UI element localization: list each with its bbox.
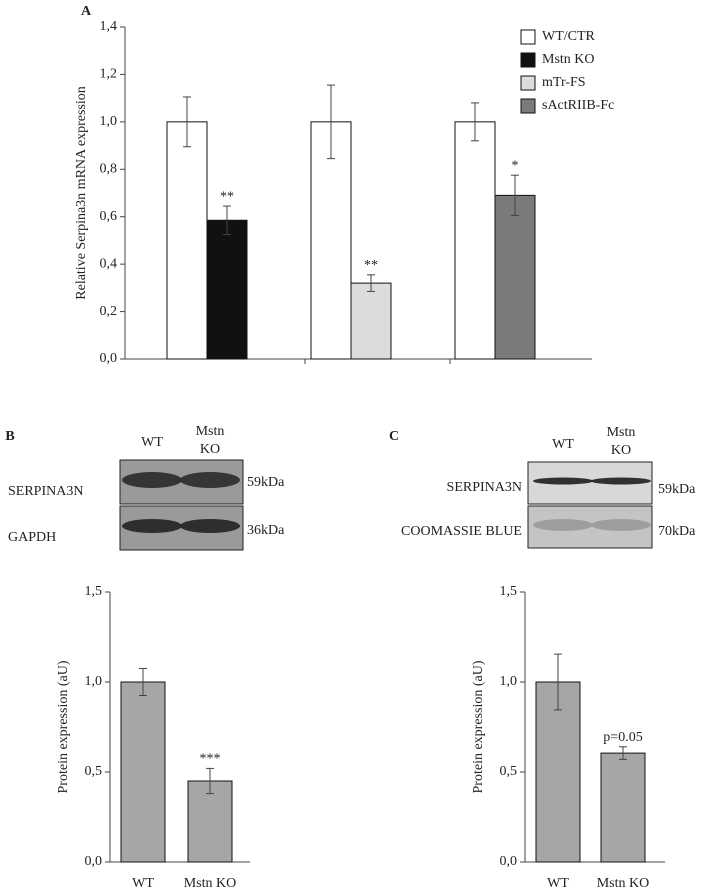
bar xyxy=(600,752,646,863)
panel-label: B xyxy=(5,429,14,444)
blot-size-label: 36kDa xyxy=(247,523,285,538)
y-tick-label: 1,5 xyxy=(85,584,103,599)
blot-column-label: Mstn xyxy=(196,424,225,439)
error-bar xyxy=(223,205,231,235)
y-tick-label: 0,0 xyxy=(85,854,103,869)
blot-column-label: WT xyxy=(141,435,163,450)
y-tick-label: 0,5 xyxy=(500,764,518,779)
bar xyxy=(187,780,233,863)
bar xyxy=(206,219,248,360)
y-tick-label: 1,2 xyxy=(100,67,118,82)
error-bar xyxy=(471,102,479,142)
y-tick-label: 0,2 xyxy=(100,304,118,319)
blot-row-label: COOMASSIE BLUE xyxy=(401,524,522,539)
y-tick-label: 1,5 xyxy=(500,584,518,599)
y-tick-label: 1,4 xyxy=(100,19,118,34)
blot-band xyxy=(180,472,240,488)
bar xyxy=(166,121,208,360)
panel-label: A xyxy=(81,4,92,19)
legend-swatch xyxy=(520,29,536,45)
blot-column-label: Mstn xyxy=(607,425,636,440)
significance-label: * xyxy=(512,158,519,173)
y-axis-label: Relative Serpina3n mRNA expression xyxy=(74,86,89,299)
significance-label: p=0.05 xyxy=(603,730,642,745)
legend-label: WT/CTR xyxy=(542,29,596,44)
blot-band xyxy=(533,519,593,531)
y-tick-label: 0,5 xyxy=(85,764,103,779)
blot-band xyxy=(591,519,651,531)
error-bar xyxy=(183,96,191,148)
legend-label: sActRIIB-Fc xyxy=(542,98,614,113)
significance-label: ** xyxy=(364,258,378,273)
bar xyxy=(494,194,536,360)
legend-label: mTr-FS xyxy=(542,75,586,90)
error-bar xyxy=(327,84,335,160)
y-tick-label: 1,0 xyxy=(85,674,103,689)
legend-label: Mstn KO xyxy=(542,52,595,67)
error-bar xyxy=(206,767,214,795)
significance-label: *** xyxy=(200,752,221,767)
blot-band xyxy=(122,519,182,533)
blot-row-label: SERPINA3N xyxy=(447,480,522,495)
legend-swatch xyxy=(520,98,536,114)
bar xyxy=(454,121,496,360)
x-tick-label: Mstn KO xyxy=(597,876,650,891)
bar xyxy=(535,681,581,863)
bar xyxy=(350,282,392,360)
blot-band xyxy=(122,472,182,488)
blot-size-label: 70kDa xyxy=(658,524,696,539)
y-axis-label: Protein expression (aU) xyxy=(471,660,486,793)
x-tick-label: WT xyxy=(547,876,569,891)
significance-label: ** xyxy=(220,189,234,204)
blot-column-label: WT xyxy=(552,437,574,452)
error-bar xyxy=(619,746,627,760)
blot-size-label: 59kDa xyxy=(658,482,696,497)
blot-band xyxy=(533,477,593,485)
y-axis-label: Protein expression (aU) xyxy=(56,660,71,793)
error-bar xyxy=(511,174,519,217)
blot-column-label: KO xyxy=(611,443,631,458)
legend-swatch xyxy=(520,75,536,91)
legend-swatch xyxy=(520,52,536,68)
y-tick-label: 0,0 xyxy=(100,351,118,366)
blot-column-label: KO xyxy=(200,442,220,457)
x-tick-label: Mstn KO xyxy=(184,876,237,891)
error-bar xyxy=(139,668,147,696)
blot-row-label: SERPINA3N xyxy=(8,484,83,499)
blot-band xyxy=(591,477,651,485)
bar xyxy=(120,681,166,863)
x-tick-label: WT xyxy=(132,876,154,891)
y-tick-label: 0,6 xyxy=(100,209,118,224)
blot-size-label: 59kDa xyxy=(247,475,285,490)
blot-row-label: GAPDH xyxy=(8,530,56,545)
y-tick-label: 1,0 xyxy=(100,114,118,129)
panel-label: C xyxy=(389,429,399,444)
y-tick-label: 0,0 xyxy=(500,854,518,869)
error-bar xyxy=(554,653,562,711)
y-tick-label: 0,4 xyxy=(100,256,118,271)
blot-band xyxy=(180,519,240,533)
y-tick-label: 0,8 xyxy=(100,162,118,177)
error-bar xyxy=(367,274,375,292)
y-tick-label: 1,0 xyxy=(500,674,518,689)
